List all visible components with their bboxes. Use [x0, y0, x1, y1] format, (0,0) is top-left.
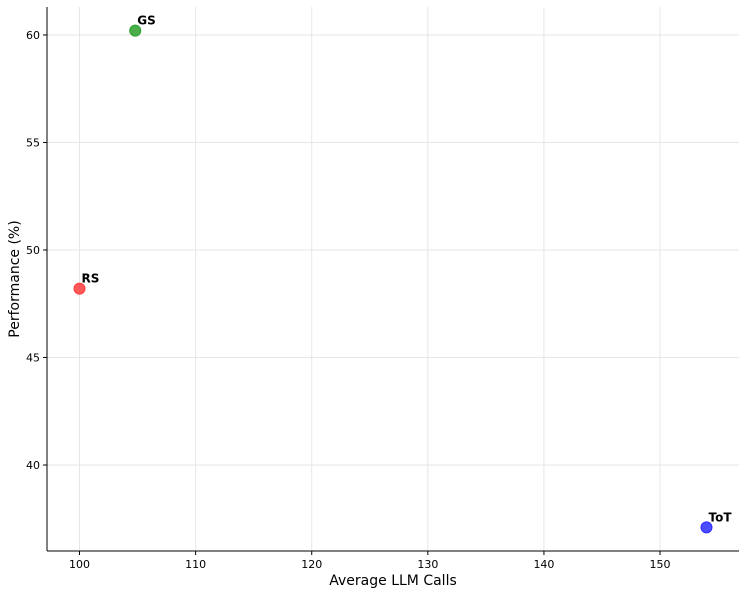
x-tick-label: 140 — [533, 558, 554, 571]
y-tick-label: 45 — [26, 351, 40, 364]
x-tick-label: 130 — [417, 558, 438, 571]
point-label-gs: GS — [137, 14, 156, 28]
x-axis-label: Average LLM Calls — [329, 573, 457, 589]
point-tot — [700, 521, 713, 534]
x-tick-label: 100 — [69, 558, 90, 571]
ticks: 100 110 120 130 140 150 40 45 50 55 60 — [26, 29, 671, 571]
x-tick-label: 120 — [301, 558, 322, 571]
y-tick-label: 50 — [26, 244, 40, 257]
x-tick-label: 150 — [650, 558, 671, 571]
grid — [47, 7, 739, 551]
x-tick-label: 110 — [185, 558, 206, 571]
y-tick-label: 40 — [26, 459, 40, 472]
point-label-rs: RS — [82, 272, 100, 286]
axes — [46, 7, 739, 552]
y-tick-label: 60 — [26, 29, 40, 42]
data-points: GS RS ToT — [73, 14, 732, 534]
y-axis-label: Performance (%) — [7, 220, 23, 337]
point-gs — [129, 24, 142, 37]
y-tick-label: 55 — [26, 136, 40, 149]
point-rs — [73, 282, 86, 295]
point-label-tot: ToT — [708, 510, 732, 524]
